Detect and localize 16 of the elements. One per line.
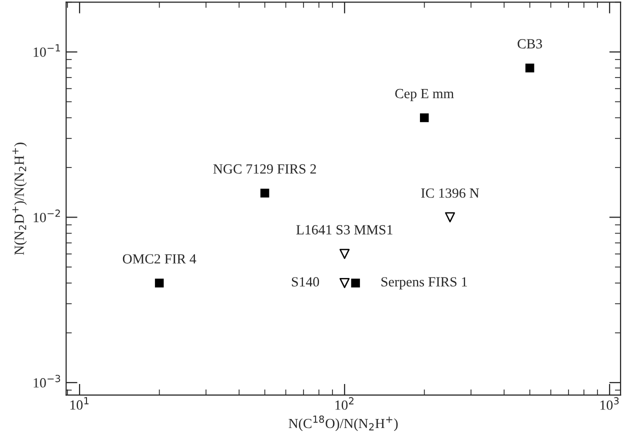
annotation: Cep E mm	[395, 88, 454, 102]
annotation: Serpens FIRS 1	[381, 277, 467, 290]
y-tick-label: 10$^{−3}$	[34, 374, 60, 388]
y-tick-label: 10$^{−2}$	[34, 210, 60, 222]
annotation: CB3	[518, 39, 542, 48]
x-tick-label: 10$^{2}$	[335, 397, 354, 410]
annotation: S140	[292, 277, 320, 287]
y-tick-label: 10$^{−1}$	[34, 44, 60, 57]
annotation: OMC2 FIR 4	[122, 254, 196, 264]
x-tick-label: 10$^{3}$	[600, 397, 619, 410]
annotation: L1641 S3 MMS1	[296, 225, 392, 234]
annotation: IC 1396 N	[421, 188, 480, 198]
text: N(N$_{2}$D$^{+}$)/N(N$_{2}$H$^{+}$)	[12, 142, 27, 255]
x-axis-title: N(C$^{18}$O)/N(N$_{2}$H$^{+}$)	[288, 416, 398, 432]
annotation: NGC 7129 FIRS 2	[213, 164, 316, 174]
x-tick-label: 10$^{1}$	[70, 397, 89, 410]
